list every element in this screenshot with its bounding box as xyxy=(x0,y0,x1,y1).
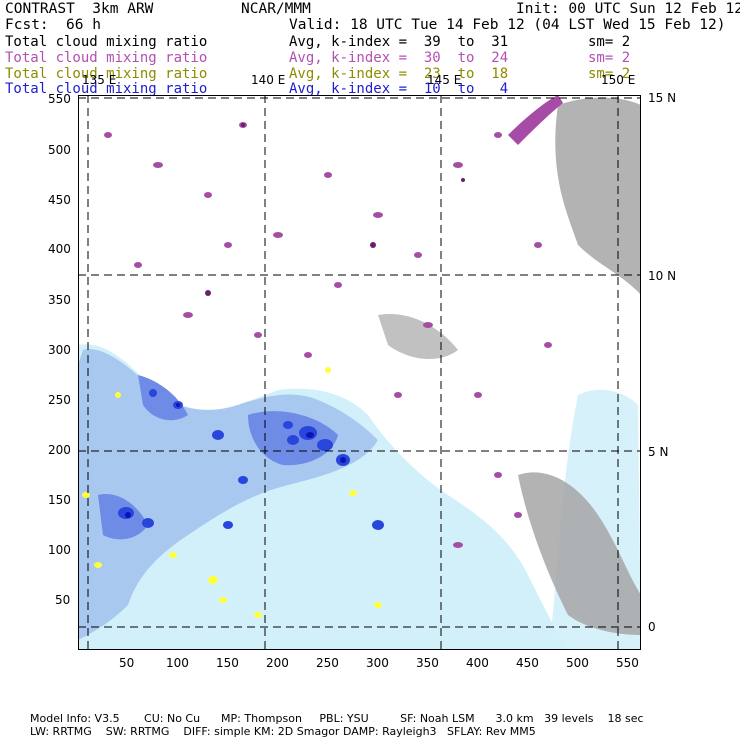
y-tick: 300 xyxy=(48,343,71,357)
y-tick: 500 xyxy=(48,143,71,157)
legend-name-1: Total cloud mixing ratio xyxy=(5,34,208,50)
y-tick: 550 xyxy=(48,92,71,106)
y-tick: 450 xyxy=(48,193,71,207)
x-tick: 300 xyxy=(366,656,389,670)
y-tick: 400 xyxy=(48,242,71,256)
y-tick: 50 xyxy=(55,593,71,607)
cloud-map xyxy=(78,95,641,650)
legend-range-1: Avg, k-index = 39 to 31 xyxy=(289,34,509,50)
y-tick: 250 xyxy=(48,393,71,407)
x-tick: 150 xyxy=(216,656,239,670)
lon-label-140e: 140 E xyxy=(251,73,286,87)
lon-label-150e: 150 E xyxy=(601,73,636,87)
blue-cloud-region xyxy=(138,375,188,421)
model-info-line-2: LW: RRTMG SW: RRTMG DIFF: simple KM: 2D … xyxy=(30,725,536,738)
legend-sm-1: sm= 2 xyxy=(588,34,631,50)
lat-label-0: 0 xyxy=(648,620,656,634)
x-tick: 100 xyxy=(166,656,189,670)
x-tick: 400 xyxy=(466,656,489,670)
forecast-label: Fcst: xyxy=(5,17,49,33)
x-tick: 350 xyxy=(416,656,439,670)
dark-purple-cells xyxy=(205,123,465,296)
legend-name-2: Total cloud mixing ratio xyxy=(5,50,208,66)
forecast-hours: 66 h xyxy=(66,17,101,33)
convective-cores-dark xyxy=(125,403,346,518)
legend-range-3: Avg, k-index = 23 to 18 xyxy=(289,66,509,82)
model-info-line-1: Model Info: V3.5 CU: No Cu MP: Thompson … xyxy=(30,712,644,725)
x-tick: 250 xyxy=(316,656,339,670)
init-time: Init: 00 UTC Sun 12 Feb 12 xyxy=(516,1,740,17)
map-frame xyxy=(78,95,641,650)
purple-cloud-band xyxy=(508,95,563,145)
legend-sm-3: sm= 2 xyxy=(588,66,631,82)
x-tick: 550 xyxy=(616,656,639,670)
legend-name-3: Total cloud mixing ratio xyxy=(5,66,208,82)
x-tick: 500 xyxy=(566,656,589,670)
gray-cloud-band xyxy=(378,314,458,360)
legend-sm-2: sm= 2 xyxy=(588,50,631,66)
lat-label-5n: 5 N xyxy=(648,445,669,459)
lon-label-135e: 135 E xyxy=(82,73,117,87)
y-tick: 100 xyxy=(48,543,71,557)
model-title: CONTRAST 3km ARW xyxy=(5,1,154,17)
lat-label-10n: 10 N xyxy=(648,269,677,283)
gray-cloud-band xyxy=(518,472,641,635)
lat-lon-grid xyxy=(78,95,641,650)
yellow-cloud-patches xyxy=(82,367,382,618)
x-tick: 450 xyxy=(516,656,539,670)
x-tick: 50 xyxy=(119,656,135,670)
purple-cloud-cells xyxy=(104,122,552,548)
lon-label-145e: 145 E xyxy=(427,73,462,87)
legend-range-4: Avg, k-index = 10 to 4 xyxy=(289,81,509,97)
y-tick: 350 xyxy=(48,293,71,307)
lat-label-15n: 15 N xyxy=(648,91,677,105)
legend-name-4: Total cloud mixing ratio xyxy=(5,81,208,97)
y-tick: 200 xyxy=(48,443,71,457)
x-tick: 200 xyxy=(266,656,289,670)
legend-range-2: Avg, k-index = 30 to 24 xyxy=(289,50,509,66)
valid-time: Valid: 18 UTC Tue 14 Feb 12 (04 LST Wed … xyxy=(289,17,726,33)
gray-cloud-band xyxy=(555,97,641,295)
y-tick: 150 xyxy=(48,493,71,507)
org-label: NCAR/MMM xyxy=(241,1,311,17)
